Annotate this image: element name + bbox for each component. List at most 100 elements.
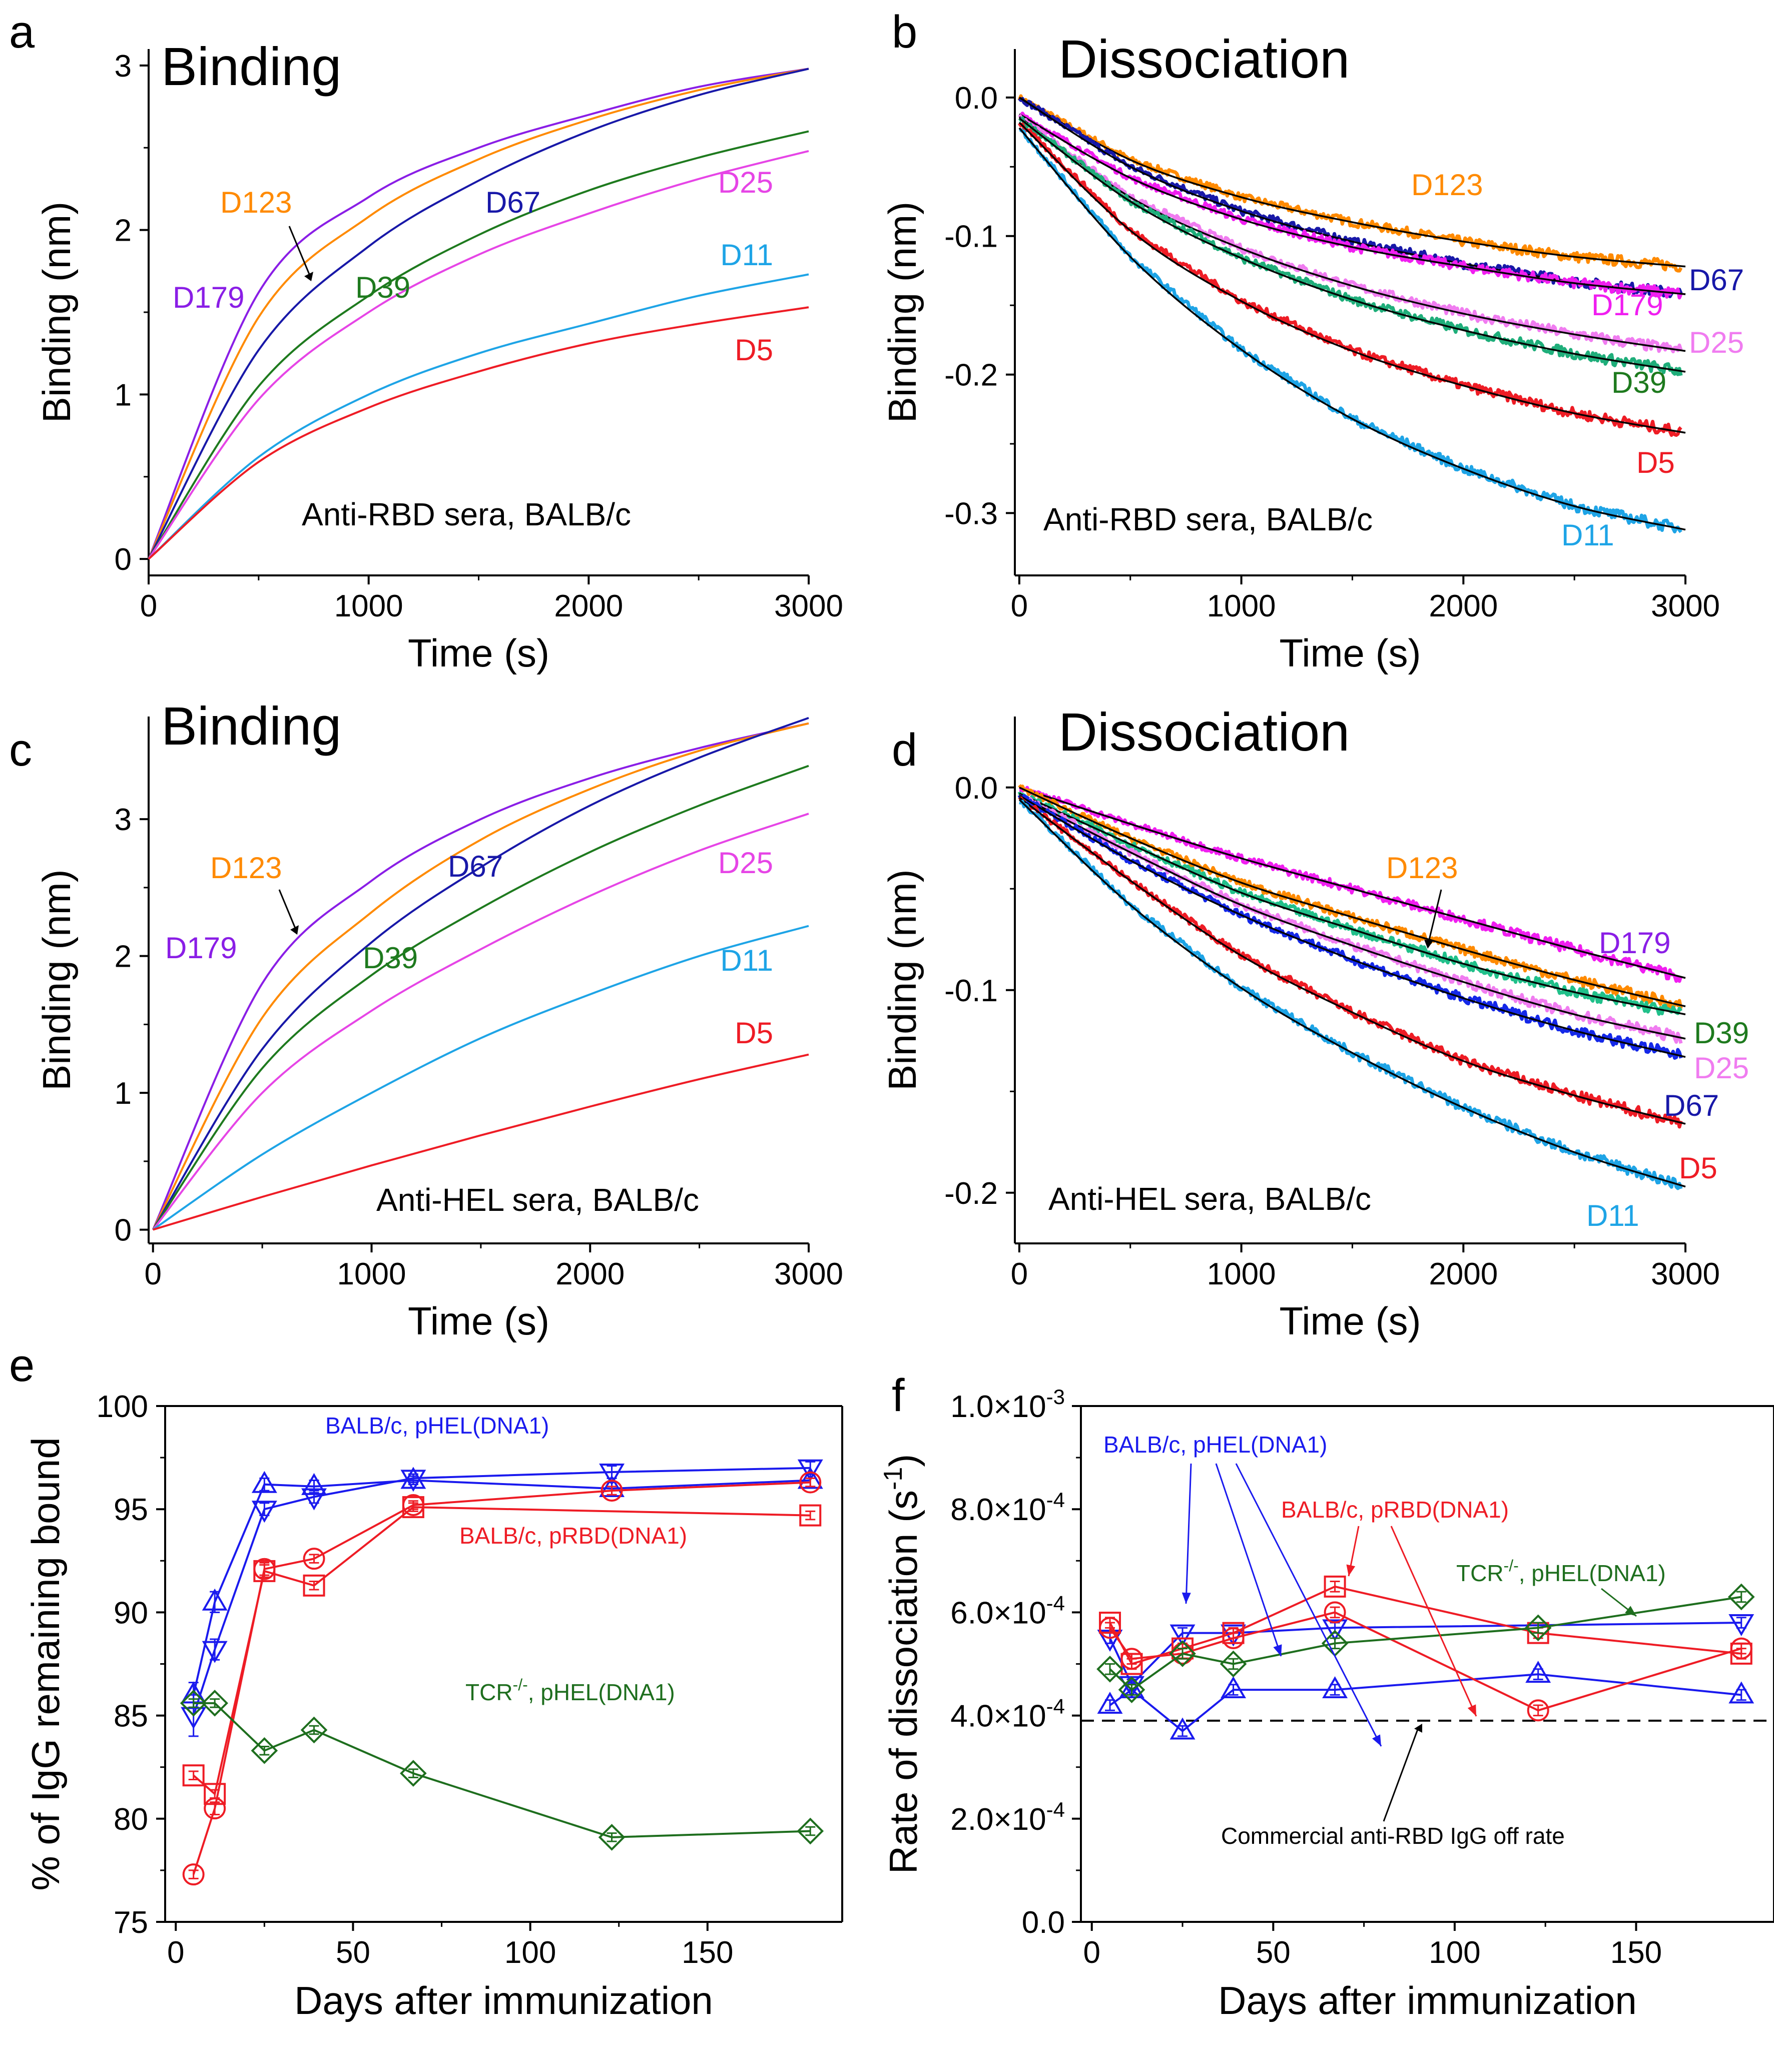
curve-D123 bbox=[148, 68, 809, 559]
annotation-green-tail: , pHEL(DNA1) bbox=[528, 1679, 675, 1705]
annotation-green-sup: -/- bbox=[513, 1676, 528, 1694]
y-tick-mantissa: 6.0×10 bbox=[950, 1596, 1046, 1630]
curve-label-D123: D123 bbox=[210, 851, 282, 885]
panel-letter: b bbox=[892, 7, 917, 58]
x-tick-label: 100 bbox=[1429, 1935, 1480, 1970]
pointer-arrow bbox=[278, 889, 296, 929]
triangle-down-marker bbox=[400, 1470, 426, 1492]
y-tick-label: 0.0 bbox=[1022, 1905, 1065, 1940]
curve-label-D11: D11 bbox=[720, 944, 773, 977]
x-axis-title: Time (s) bbox=[1279, 1299, 1421, 1343]
annotation-arrow bbox=[1185, 1463, 1192, 1604]
x-tick-label: 0 bbox=[1083, 1935, 1100, 1970]
annotation-arrowhead bbox=[1467, 1704, 1476, 1716]
triangle-up-marker bbox=[1221, 1676, 1247, 1699]
curve-label-D179: D179 bbox=[165, 931, 237, 965]
diamond-marker bbox=[180, 1690, 207, 1717]
curve-label-D5: D5 bbox=[735, 1016, 773, 1050]
curve-label-D67: D67 bbox=[1664, 1089, 1719, 1122]
annotation-green-tail: , pHEL(DNA1) bbox=[1519, 1560, 1666, 1586]
diamond-marker bbox=[1169, 1640, 1196, 1667]
pointer-arrow bbox=[1428, 889, 1442, 942]
curve-label-D25: D25 bbox=[718, 846, 773, 880]
y-tick-label: -0.2 bbox=[944, 358, 998, 393]
annotation-arrowhead bbox=[1273, 1644, 1282, 1656]
y-tick-mantissa: 2.0×10 bbox=[950, 1802, 1046, 1837]
x-tick-label: 150 bbox=[1610, 1935, 1662, 1970]
panel-letter: c bbox=[9, 725, 32, 776]
triangle-down-marker bbox=[1169, 1624, 1196, 1647]
y-tick-label: 100 bbox=[97, 1390, 148, 1424]
y-tick-mantissa: 8.0×10 bbox=[950, 1493, 1046, 1527]
y-tick-exponent: -4 bbox=[1046, 1591, 1065, 1615]
series-annotation-green: TCR-/-, pHEL(DNA1) bbox=[1456, 1557, 1666, 1586]
annotation-arrowhead bbox=[1181, 1592, 1191, 1604]
curve-label-D5: D5 bbox=[1679, 1151, 1717, 1185]
x-tick-label: 50 bbox=[1256, 1935, 1291, 1970]
panel-title: Dissociation bbox=[1058, 702, 1350, 762]
diamond-marker bbox=[598, 1824, 626, 1851]
x-tick-label: 0 bbox=[1011, 1257, 1028, 1291]
curve-D67 bbox=[148, 68, 809, 560]
fit-D11 bbox=[1018, 127, 1686, 531]
series-annotation-red: BALB/c, pRBD(DNA1) bbox=[1281, 1497, 1509, 1523]
panel-letter: f bbox=[892, 1370, 905, 1421]
fit-D123 bbox=[1019, 97, 1686, 268]
y-tick-label: 95 bbox=[114, 1493, 148, 1527]
y-tick-label: -0.1 bbox=[944, 220, 998, 254]
pointer-arrowhead bbox=[1424, 940, 1433, 949]
square-marker bbox=[204, 1783, 226, 1805]
y-tick-label: 1 bbox=[115, 378, 132, 412]
series-annotation-green: TCR-/-, pHEL(DNA1) bbox=[465, 1676, 675, 1705]
reference-line-label: Commercial anti-RBD IgG off rate bbox=[1221, 1823, 1565, 1849]
series-annotation-blue: BALB/c, pHEL(DNA1) bbox=[1103, 1432, 1327, 1458]
y-tick-mantissa: 1.0×10 bbox=[950, 1390, 1046, 1424]
square-marker bbox=[1222, 1622, 1245, 1644]
annotation-arrow bbox=[1235, 1463, 1382, 1747]
panel-b: 0 1000 2000 3000 0.0 -0.1 -0.2 -0.3 b Dissociatio… bbox=[880, 7, 1744, 675]
panel-title: Binding bbox=[161, 36, 341, 97]
curve-label-D67: D67 bbox=[448, 850, 503, 883]
diamond-marker bbox=[1524, 1614, 1552, 1642]
circle-marker bbox=[1527, 1699, 1549, 1722]
fit-D179 bbox=[1019, 787, 1686, 979]
x-tick-label: 3000 bbox=[1651, 589, 1720, 623]
x-tick-label: 2000 bbox=[554, 589, 623, 623]
pointer-arrowhead bbox=[1414, 1723, 1422, 1733]
y-tick-label: 0.0 bbox=[955, 81, 998, 116]
x-axis-title: Time (s) bbox=[408, 1299, 549, 1343]
square-marker bbox=[799, 1504, 822, 1527]
y-axis-title: Rate of dissociation (s-1) bbox=[879, 1454, 925, 1874]
annotation-green-sup: -/- bbox=[1504, 1557, 1519, 1575]
curve-D39 bbox=[148, 130, 809, 560]
curve-label-D11: D11 bbox=[1586, 1199, 1639, 1232]
y-tick-label: 6.0×10-4 bbox=[950, 1591, 1065, 1630]
diamond-marker bbox=[797, 1817, 824, 1845]
curve-D179 bbox=[148, 68, 809, 559]
pointer-arrow bbox=[1383, 1726, 1420, 1822]
triangle-down-marker bbox=[1322, 1619, 1348, 1642]
y-tick-label: 3 bbox=[115, 803, 132, 837]
x-tick-label: 0 bbox=[1011, 589, 1028, 623]
x-tick-label: 1000 bbox=[1207, 589, 1276, 623]
panel-f: 0 50 100 1500.02.0×10-44.0×10-46.0×10-48.0×… bbox=[879, 1370, 1774, 2022]
triangle-down-marker bbox=[797, 1459, 823, 1482]
curve-label-D179: D179 bbox=[1599, 926, 1670, 960]
fit-D5 bbox=[1018, 797, 1686, 1125]
triangle-up-marker bbox=[1097, 1691, 1123, 1714]
curve-D25 bbox=[152, 813, 809, 1230]
panel-title: Dissociation bbox=[1058, 29, 1350, 89]
y-tick-label: 2 bbox=[115, 214, 132, 248]
curve-D39 bbox=[152, 765, 809, 1230]
annotation-green-main: TCR bbox=[465, 1679, 513, 1705]
panel-c: 0 1000 2000 3000 0 1 2 3 c Binding Time (s) Binding… bbox=[9, 696, 843, 1343]
y-tick-label: 8.0×10-4 bbox=[950, 1488, 1065, 1527]
trace-D11 bbox=[1018, 128, 1682, 534]
y-tick-label: 2 bbox=[115, 940, 132, 974]
pointer-arrowhead bbox=[290, 925, 299, 935]
y-axis-title: Binding (nm) bbox=[35, 202, 79, 423]
x-tick-label: 100 bbox=[504, 1935, 556, 1970]
y-axis-title-tail: ) bbox=[881, 1454, 925, 1467]
